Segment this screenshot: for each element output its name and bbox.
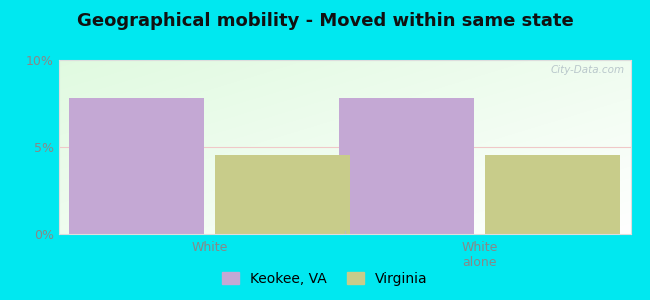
Legend: Keokee, VA, Virginia: Keokee, VA, Virginia [218,268,432,290]
Bar [485,155,619,234]
Text: City-Data.com: City-Data.com [551,65,625,75]
Text: Geographical mobility - Moved within same state: Geographical mobility - Moved within sam… [77,12,573,30]
Bar [339,98,474,234]
Bar [70,98,204,234]
Bar [215,155,350,234]
